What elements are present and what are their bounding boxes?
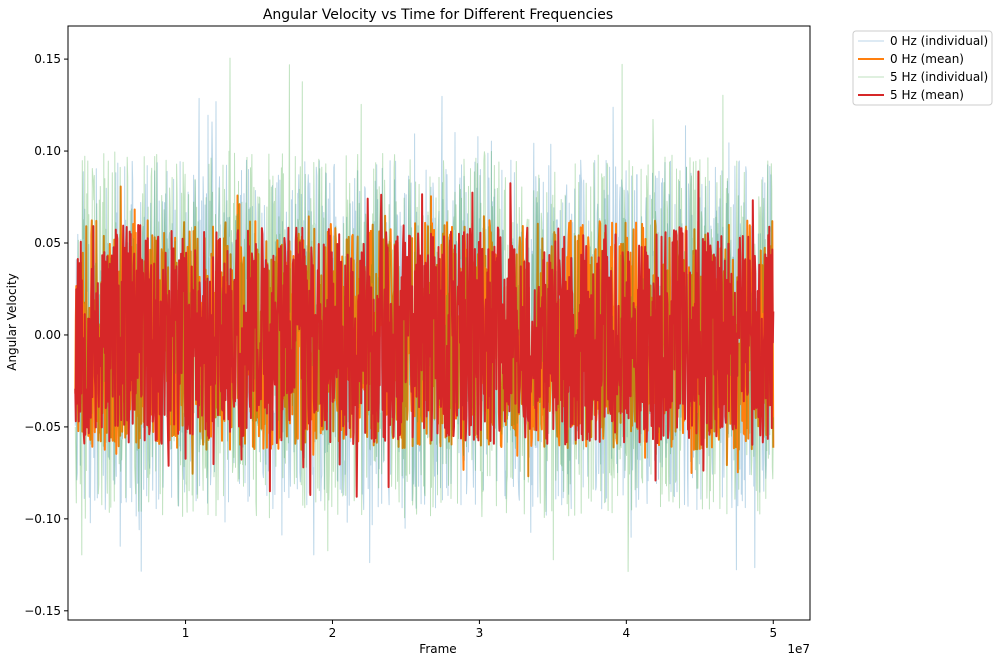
- legend-frame: [852, 30, 993, 106]
- y-axis: −0.15 −0.10 −0.05 0.00 0.05 0.10 0.15: [24, 52, 68, 618]
- y-tick-label: −0.15: [24, 604, 61, 618]
- y-tick-label: −0.05: [24, 420, 61, 434]
- legend: 0 Hz (individual) 0 Hz (mean) 5 Hz (indivi…: [852, 30, 993, 106]
- legend-label: 5 Hz (mean): [890, 88, 964, 102]
- legend-label: 0 Hz (mean): [890, 52, 964, 66]
- plot-frame: [67, 25, 811, 621]
- legend-label: 5 Hz (individual): [890, 70, 988, 84]
- series-layer: [74, 57, 775, 572]
- y-tick-label: 0.15: [34, 52, 61, 66]
- x-tick-label: 3: [476, 626, 484, 640]
- series-line-3: [74, 170, 775, 498]
- y-axis-label: Angular Velocity: [5, 273, 19, 371]
- y-tick-label: 0.10: [34, 144, 61, 158]
- legend-label: 0 Hz (individual): [890, 34, 988, 48]
- x-tick-label: 1: [182, 626, 190, 640]
- x-tick-label: 2: [329, 626, 337, 640]
- x-axis: 1 2 3 4 5: [182, 620, 777, 640]
- x-tick-label: 4: [623, 626, 631, 640]
- x-axis-offset-text: 1e7: [787, 642, 810, 656]
- chart-title: Angular Velocity vs Time for Different F…: [263, 7, 613, 23]
- y-tick-label: −0.10: [24, 512, 61, 526]
- x-tick-label: 5: [769, 626, 777, 640]
- y-tick-label: 0.05: [34, 236, 61, 250]
- x-axis-label: Frame: [419, 642, 456, 656]
- y-tick-label: 0.00: [34, 328, 61, 342]
